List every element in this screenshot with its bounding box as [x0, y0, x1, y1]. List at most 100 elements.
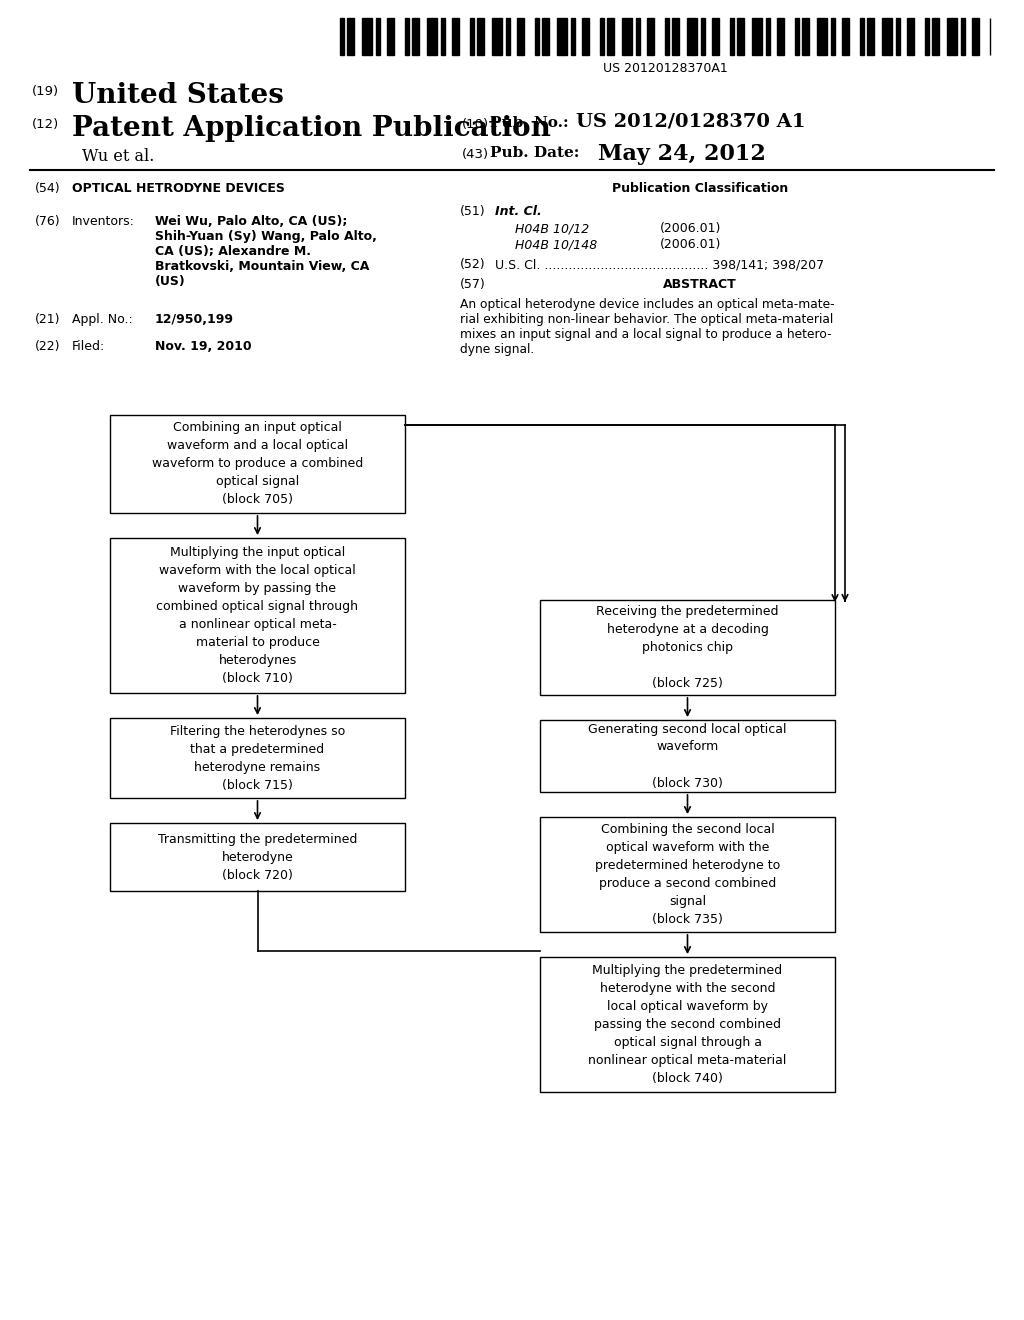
Text: U.S. Cl. ......................................... 398/141; 398/207: U.S. Cl. ...............................…	[495, 257, 824, 271]
Bar	[946, 18, 957, 55]
Bar	[831, 18, 835, 55]
Bar	[962, 18, 965, 55]
Text: Pub. No.:: Pub. No.:	[490, 116, 568, 129]
Bar	[347, 18, 354, 55]
Bar	[647, 18, 654, 55]
Bar	[540, 957, 835, 1092]
Bar	[340, 18, 344, 55]
Text: (54): (54)	[35, 182, 60, 195]
Bar	[622, 18, 633, 55]
Text: rial exhibiting non-linear behavior. The optical meta-material: rial exhibiting non-linear behavior. The…	[460, 313, 834, 326]
Text: OPTICAL HETRODYNE DEVICES: OPTICAL HETRODYNE DEVICES	[72, 182, 285, 195]
Bar	[387, 18, 394, 55]
Text: Pub. Date:: Pub. Date:	[490, 147, 580, 160]
Bar	[932, 18, 939, 55]
Bar	[492, 18, 503, 55]
Text: Transmitting the predetermined
heterodyne
(block 720): Transmitting the predetermined heterodyn…	[158, 833, 357, 882]
Text: Shih-Yuan (Sy) Wang, Palo Alto,: Shih-Yuan (Sy) Wang, Palo Alto,	[155, 230, 377, 243]
Bar	[517, 18, 524, 55]
Text: CA (US); Alexandre M.: CA (US); Alexandre M.	[155, 246, 311, 257]
Bar	[972, 18, 979, 55]
Bar	[672, 18, 680, 55]
Text: Appl. No.:: Appl. No.:	[72, 313, 133, 326]
Bar	[452, 18, 459, 55]
Bar	[730, 18, 733, 55]
Bar	[361, 18, 373, 55]
Bar	[665, 18, 669, 55]
Bar	[802, 18, 809, 55]
Text: United States: United States	[72, 82, 284, 110]
Text: 12/950,199: 12/950,199	[155, 313, 234, 326]
Bar	[882, 18, 893, 55]
Bar	[712, 18, 719, 55]
Text: Combining an input optical
waveform and a local optical
waveform to produce a co: Combining an input optical waveform and …	[152, 421, 364, 507]
Bar	[737, 18, 744, 55]
Text: Int. Cl.: Int. Cl.	[495, 205, 542, 218]
Text: (19): (19)	[32, 84, 59, 98]
Text: Filtering the heterodynes so
that a predetermined
heterodyne remains
(block 715): Filtering the heterodynes so that a pred…	[170, 725, 345, 792]
Text: (2006.01): (2006.01)	[660, 222, 721, 235]
Text: US 20120128370A1: US 20120128370A1	[603, 62, 727, 75]
Text: (21): (21)	[35, 313, 60, 326]
Text: (12): (12)	[32, 117, 59, 131]
Text: (US): (US)	[155, 275, 185, 288]
Text: Nov. 19, 2010: Nov. 19, 2010	[155, 341, 252, 352]
Text: An optical heterodyne device includes an optical meta-mate-: An optical heterodyne device includes an…	[460, 298, 835, 312]
Bar	[907, 18, 914, 55]
Text: Multiplying the input optical
waveform with the local optical
waveform by passin: Multiplying the input optical waveform w…	[157, 546, 358, 685]
Bar	[687, 18, 697, 55]
Bar	[842, 18, 849, 55]
Bar	[413, 18, 420, 55]
Bar	[470, 18, 474, 55]
Text: (52): (52)	[460, 257, 485, 271]
Text: (43): (43)	[462, 148, 489, 161]
Text: (22): (22)	[35, 341, 60, 352]
Text: (57): (57)	[460, 279, 485, 290]
Text: Combining the second local
optical waveform with the
predetermined heterodyne to: Combining the second local optical wavef…	[595, 822, 780, 927]
Text: Multiplying the predetermined
heterodyne with the second
local optical waveform : Multiplying the predetermined heterodyne…	[589, 964, 786, 1085]
Text: Wei Wu, Palo Alto, CA (US);: Wei Wu, Palo Alto, CA (US);	[155, 215, 347, 228]
Bar	[636, 18, 640, 55]
Text: Patent Application Publication: Patent Application Publication	[72, 115, 551, 143]
Text: H04B 10/148: H04B 10/148	[515, 238, 597, 251]
Bar	[110, 414, 406, 513]
Text: May 24, 2012: May 24, 2012	[598, 143, 766, 165]
Bar	[506, 18, 510, 55]
Bar	[582, 18, 589, 55]
Text: (10): (10)	[462, 117, 489, 131]
Bar	[376, 18, 380, 55]
Bar	[535, 18, 539, 55]
Bar	[557, 18, 567, 55]
Bar	[110, 822, 406, 891]
Bar	[543, 18, 550, 55]
Bar	[571, 18, 574, 55]
Text: ABSTRACT: ABSTRACT	[664, 279, 737, 290]
Text: Wu et al.: Wu et al.	[82, 148, 155, 165]
Text: Inventors:: Inventors:	[72, 215, 135, 228]
Bar	[860, 18, 863, 55]
Text: Receiving the predetermined
heterodyne at a decoding
photonics chip

(block 725): Receiving the predetermined heterodyne a…	[596, 605, 778, 690]
Bar	[701, 18, 705, 55]
Bar	[477, 18, 484, 55]
Text: Bratkovski, Mountain View, CA: Bratkovski, Mountain View, CA	[155, 260, 370, 273]
Text: H04B 10/12: H04B 10/12	[515, 222, 589, 235]
Bar	[867, 18, 874, 55]
Text: mixes an input signal and a local signal to produce a hetero-: mixes an input signal and a local signal…	[460, 327, 831, 341]
Bar	[540, 719, 835, 792]
Text: Generating second local optical
waveform

(block 730): Generating second local optical waveform…	[588, 722, 786, 789]
Bar	[752, 18, 763, 55]
Text: (51): (51)	[460, 205, 485, 218]
Text: dyne signal.: dyne signal.	[460, 343, 535, 356]
Text: Filed:: Filed:	[72, 341, 105, 352]
Bar	[441, 18, 444, 55]
Bar	[406, 18, 409, 55]
Bar	[110, 539, 406, 693]
Text: (2006.01): (2006.01)	[660, 238, 721, 251]
Bar	[607, 18, 614, 55]
Bar	[766, 18, 770, 55]
Bar	[817, 18, 827, 55]
Text: Publication Classification: Publication Classification	[612, 182, 788, 195]
Bar	[795, 18, 799, 55]
Text: US 2012/0128370 A1: US 2012/0128370 A1	[575, 114, 806, 131]
Text: (76): (76)	[35, 215, 60, 228]
